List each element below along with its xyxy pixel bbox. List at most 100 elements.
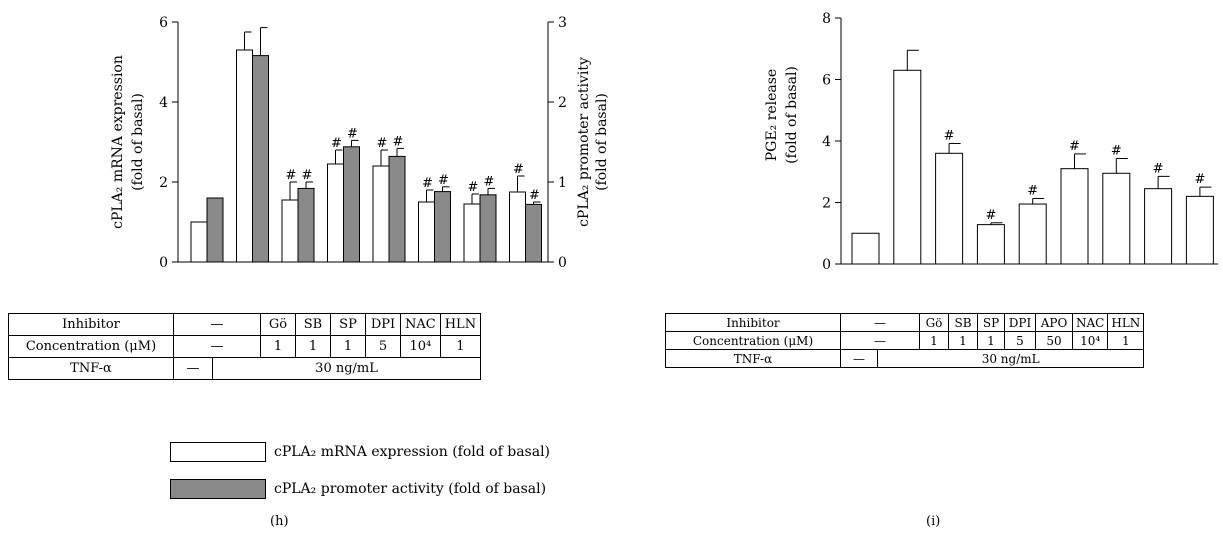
y-tick-label: 6 <box>822 73 831 89</box>
table-cell: TNF-α <box>666 350 841 368</box>
bar <box>936 153 963 264</box>
significance-mark: # <box>1027 184 1038 199</box>
y-tick-label-left: 6 <box>159 15 168 31</box>
y-tick-label-right: 3 <box>558 15 567 31</box>
bar <box>207 198 223 262</box>
bar <box>191 222 207 262</box>
table-row: Concentration (μM) — 1 1 1 5 10⁴ 1 <box>9 336 481 358</box>
significance-mark: # <box>468 180 479 195</box>
table-cell: 1 <box>261 336 296 358</box>
table-cell: 10⁴ <box>1073 332 1108 350</box>
table-cell: SP <box>978 314 1005 332</box>
table-row: Inhibitor — Gö SB SP DPI APO NAC HLN <box>666 314 1144 332</box>
table-cell: HLN <box>1108 314 1144 332</box>
bar <box>298 188 314 262</box>
significance-mark: # <box>422 176 433 191</box>
bar <box>328 164 344 262</box>
bar <box>894 70 921 264</box>
significance-mark: # <box>331 136 342 151</box>
table-cell: Concentration (μM) <box>666 332 841 350</box>
table-cell: Inhibitor <box>9 314 174 336</box>
table-cell: 1 <box>331 336 366 358</box>
bar <box>253 56 269 262</box>
significance-mark: # <box>377 136 388 151</box>
significance-mark: # <box>347 126 358 141</box>
significance-mark: # <box>944 128 955 143</box>
table-cell: 1 <box>978 332 1005 350</box>
table-cell: — <box>841 332 920 350</box>
bar <box>464 204 480 262</box>
table-cell: SB <box>949 314 978 332</box>
y-axis-label-left-unit: (fold of basal) <box>130 93 146 191</box>
table-row: Inhibitor — Gö SB SP DPI NAC HLN <box>9 314 481 336</box>
table-cell: 5 <box>366 336 401 358</box>
y-tick-label-left: 4 <box>159 95 168 111</box>
legend-label: cPLA₂ promoter activity (fold of basal) <box>274 481 546 497</box>
significance-mark: # <box>1194 172 1205 187</box>
bar <box>282 200 298 262</box>
bar <box>419 202 435 262</box>
table-cell: 50 <box>1036 332 1073 350</box>
legend-item-white: cPLA₂ mRNA expression (fold of basal) <box>170 442 550 462</box>
significance-mark: # <box>438 173 449 188</box>
bar <box>389 156 405 262</box>
table-cell: — <box>841 350 878 368</box>
significance-mark: # <box>302 168 313 183</box>
y-tick-label: 2 <box>822 196 831 212</box>
table-cell: 1 <box>1108 332 1144 350</box>
bar <box>1103 173 1130 264</box>
y-axis-label: PGE₂ release <box>764 69 780 161</box>
y-tick-label-right: 1 <box>558 175 567 191</box>
table-cell: NAC <box>1073 314 1108 332</box>
bar <box>373 166 389 262</box>
table-cell: 1 <box>296 336 331 358</box>
bar <box>1186 196 1213 264</box>
table-cell: DPI <box>1005 314 1036 332</box>
bar <box>237 50 253 262</box>
y-tick-label: 0 <box>822 257 831 273</box>
table-cell: — <box>841 314 920 332</box>
bar <box>435 192 451 262</box>
bar <box>510 192 526 262</box>
y-tick-label-right: 0 <box>558 255 567 271</box>
table-cell: SP <box>331 314 366 336</box>
table-cell: Gö <box>920 314 949 332</box>
table-cell: 1 <box>440 336 480 358</box>
table-cell: — <box>174 358 213 380</box>
table-cell: DPI <box>366 314 401 336</box>
y-axis-label-right-unit: (fold of basal) <box>594 93 610 191</box>
legend-swatch-white <box>170 442 266 462</box>
significance-mark: # <box>513 162 524 177</box>
table-i: Inhibitor — Gö SB SP DPI APO NAC HLN Con… <box>665 313 1144 368</box>
table-cell: SB <box>296 314 331 336</box>
table-cell: Inhibitor <box>666 314 841 332</box>
table-cell: TNF-α <box>9 358 174 380</box>
bar <box>852 233 879 264</box>
bar <box>526 204 542 262</box>
bar <box>1019 204 1046 264</box>
table-row: TNF-α — 30 ng/mL <box>666 350 1144 368</box>
table-cell: — <box>174 336 261 358</box>
table-cell: APO <box>1036 314 1073 332</box>
bar <box>344 147 360 262</box>
significance-mark: # <box>1069 139 1080 154</box>
table-cell: — <box>174 314 261 336</box>
table-cell: 1 <box>920 332 949 350</box>
significance-mark: # <box>484 174 495 189</box>
y-axis-label-unit: (fold of basal) <box>784 66 800 164</box>
significance-mark: # <box>1111 144 1122 159</box>
significance-mark: # <box>529 188 540 203</box>
legend-item-gray: cPLA₂ promoter activity (fold of basal) <box>170 479 546 499</box>
table-cell: Gö <box>261 314 296 336</box>
significance-mark: # <box>985 208 996 223</box>
bar <box>1061 169 1088 264</box>
table-row: TNF-α — 30 ng/mL <box>9 358 481 380</box>
table-cell: Concentration (μM) <box>9 336 174 358</box>
y-tick-label-left: 0 <box>159 255 168 271</box>
table-row: Concentration (μM) — 1 1 1 5 50 10⁴ 1 <box>666 332 1144 350</box>
y-tick-label: 8 <box>822 11 831 27</box>
significance-mark: # <box>1153 161 1164 176</box>
legend-swatch-gray <box>170 479 266 499</box>
panel-label-i: (i) <box>926 514 940 529</box>
table-h: Inhibitor — Gö SB SP DPI NAC HLN Concent… <box>8 313 481 380</box>
